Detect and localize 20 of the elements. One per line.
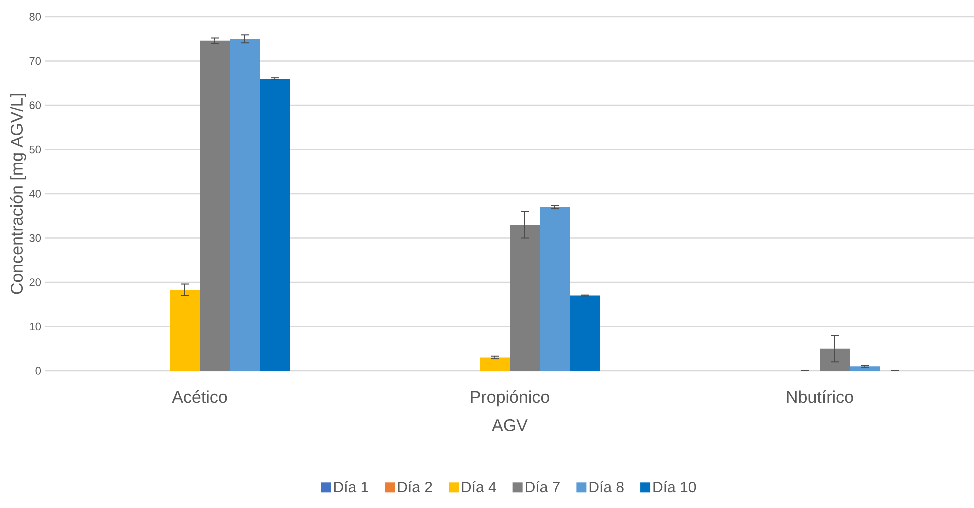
y-tick-label: 30 [30, 234, 42, 242]
legend-label: Día 10 [654, 481, 696, 493]
x-tick-label: Propiónico [471, 390, 550, 407]
legend-label: Día 7 [526, 481, 560, 493]
y-tick-label: 10 [30, 322, 42, 331]
y-tick-label: 20 [30, 278, 42, 286]
legend-label: Día 4 [462, 481, 496, 493]
y-tick-label: 40 [29, 190, 42, 198]
y-tick-label: 80 [30, 13, 42, 21]
legend-label: Día 8 [590, 481, 624, 493]
x-tick-label: Acético [172, 390, 228, 404]
x-axis-title: AGV [492, 419, 528, 432]
legend-label: Día 1 [334, 481, 368, 493]
y-tick-label: 70 [30, 57, 42, 66]
y-axis-title: Concentración [mg AGV/L] [10, 94, 26, 294]
x-tick-label: Nbutírico [787, 390, 854, 404]
y-tick-label: 60 [30, 102, 42, 110]
y-tick-label: 0 [36, 367, 42, 375]
y-tick-label: 50 [30, 146, 42, 154]
legend-label: Día 2 [398, 481, 432, 493]
